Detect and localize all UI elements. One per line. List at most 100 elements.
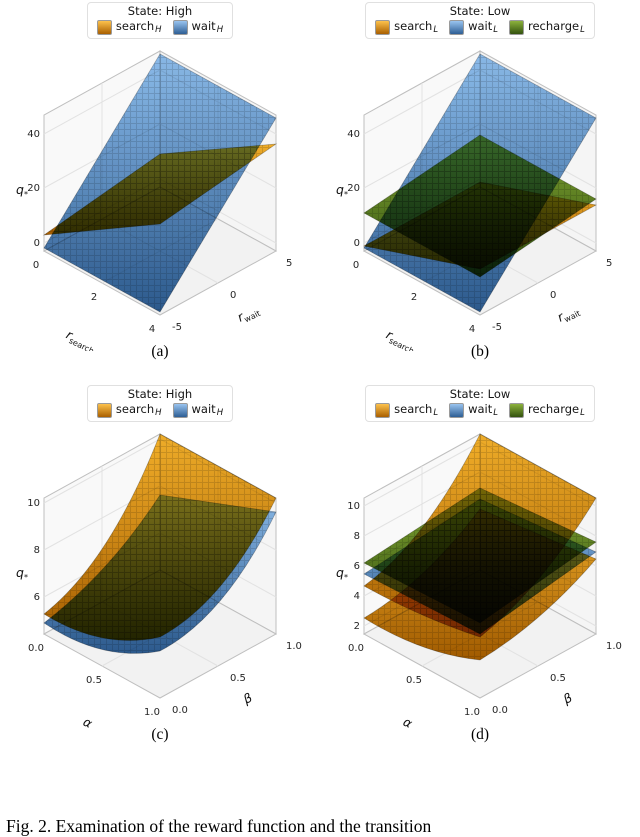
figure-2: State: High searchH waitH — [0, 2, 640, 744]
axis-labels: 10 8 6 0.0 0.5 1.0 0.0 0.5 1.0 q* α β — [16, 498, 302, 731]
z-tick: 10 — [27, 498, 40, 509]
legend-b: State: Low searchL waitL rechargeL — [365, 2, 595, 39]
legend-swatch-recharge-icon — [509, 402, 524, 418]
z-axis-label: q* — [16, 565, 28, 582]
legend-label: searchL — [394, 19, 439, 35]
y-tick: 0.5 — [230, 673, 246, 684]
legend-items: searchH waitH — [96, 402, 224, 418]
subplot-a: State: High searchH waitH — [0, 2, 320, 361]
z-tick: 6 — [354, 561, 360, 572]
z-tick: 0 — [34, 238, 40, 249]
y-axis-label: β — [240, 690, 255, 707]
z-tick: 8 — [34, 545, 40, 556]
y-tick: 5 — [606, 258, 612, 269]
legend-item-wait: waitL — [449, 19, 498, 35]
x-tick: 0 — [353, 260, 359, 271]
legend-label: waitL — [468, 19, 498, 35]
legend-item-recharge: rechargeL — [509, 402, 585, 418]
x-tick: 1.0 — [464, 707, 480, 718]
legend-item-search: searchH — [96, 402, 162, 418]
x-tick: 0.0 — [28, 643, 44, 654]
legend-items: searchL waitL rechargeL — [375, 19, 585, 35]
y-tick: 0.0 — [172, 705, 188, 716]
legend-items: searchL waitL rechargeL — [375, 402, 585, 418]
legend-item-recharge: rechargeL — [509, 19, 585, 35]
z-tick: 10 — [347, 501, 360, 512]
y-tick: 0 — [230, 290, 236, 301]
y-tick: 0.5 — [550, 673, 566, 684]
legend-item-search: searchL — [375, 402, 438, 418]
y-axis-label: rwait — [555, 302, 582, 327]
z-axis-label: q* — [336, 565, 348, 582]
x-tick: 2 — [91, 292, 97, 303]
legend-swatch-search-icon — [375, 19, 391, 35]
legend-swatch-wait-icon — [449, 19, 465, 35]
legend-label: searchH — [115, 402, 162, 418]
legend-item-search: searchH — [96, 19, 162, 35]
legend-item-search: searchL — [375, 19, 438, 35]
legend-item-wait: waitH — [172, 19, 224, 35]
legend-swatch-recharge-icon — [509, 19, 524, 35]
x-tick: 2 — [411, 292, 417, 303]
y-tick: 1.0 — [286, 641, 302, 652]
z-tick: 6 — [34, 592, 40, 603]
legend-label: waitL — [468, 402, 498, 418]
plot-b-canvas: 40 20 0 0 2 4 -5 0 5 q* rsearch rwait — [336, 50, 612, 351]
legend-d: State: Low searchL waitL rechargeL — [365, 385, 595, 422]
z-axis-label: q* — [336, 182, 348, 199]
z-axis-label: q* — [16, 182, 28, 199]
legend-c: State: High searchH waitH — [86, 385, 234, 422]
legend-label: searchH — [115, 19, 162, 35]
legend-swatch-search-icon — [96, 402, 112, 418]
x-axis-label: α — [401, 714, 416, 731]
plot-c-canvas: 10 8 6 0.0 0.5 1.0 0.0 0.5 1.0 q* α β — [16, 433, 302, 731]
x-tick: 0.5 — [406, 675, 422, 686]
legend-title: State: High — [127, 4, 193, 18]
sublabel-a: (a) — [151, 343, 169, 360]
z-tick: 0 — [354, 238, 360, 249]
sublabel-c: (c) — [151, 726, 169, 743]
x-axis-label: α — [81, 714, 96, 731]
y-tick: 5 — [286, 258, 292, 269]
legend-title: State: Low — [449, 387, 511, 401]
x-tick: 0.5 — [86, 675, 102, 686]
x-tick: 4 — [149, 324, 155, 335]
y-axis-label: β — [560, 690, 575, 707]
legend-label: rechargeL — [528, 402, 585, 418]
y-tick: 0.0 — [492, 705, 508, 716]
x-axis-label: rsearch — [63, 327, 99, 351]
z-tick: 20 — [27, 183, 40, 194]
x-axis-label: rsearch — [383, 327, 419, 351]
z-tick: 8 — [354, 531, 360, 542]
y-tick: 1.0 — [606, 641, 622, 652]
figure-caption: Fig. 2. Examination of the reward functi… — [6, 816, 432, 836]
legend-swatch-search-icon — [96, 19, 112, 35]
legend-swatch-wait-icon — [172, 19, 188, 35]
legend-swatch-wait-icon — [449, 402, 465, 418]
legend-label: waitH — [191, 19, 224, 35]
legend-item-wait: waitL — [449, 402, 498, 418]
x-tick: 0 — [33, 260, 39, 271]
legend-label: searchL — [394, 402, 439, 418]
z-tick: 20 — [347, 183, 360, 194]
legend-item-wait: waitH — [172, 402, 224, 418]
sublabel-d: (d) — [470, 726, 490, 743]
x-tick: 1.0 — [144, 707, 160, 718]
legend-label: waitH — [191, 402, 224, 418]
y-tick: -5 — [172, 322, 182, 333]
z-tick: 40 — [347, 129, 360, 140]
y-axis-label: rwait — [235, 302, 262, 327]
plot-a-canvas: 40 20 0 0 2 4 -5 0 5 q* rsearch rwait — [16, 50, 292, 351]
z-tick: 2 — [354, 621, 360, 632]
y-tick: 0 — [550, 290, 556, 301]
legend-swatch-wait-icon — [172, 402, 188, 418]
legend-label: rechargeL — [528, 19, 585, 35]
plot-d-canvas: 10 8 6 4 2 0.0 0.5 1.0 0.0 0.5 1.0 q* α … — [336, 433, 622, 731]
y-tick: -5 — [492, 322, 502, 333]
legend-title: State: High — [127, 387, 193, 401]
z-tick: 40 — [27, 129, 40, 140]
axis-labels: 40 20 0 0 2 4 -5 0 5 q* rsearch rwait — [16, 129, 292, 351]
legend-a: State: High searchH waitH — [86, 2, 234, 39]
subplot-d: State: Low searchL waitL rechargeL — [320, 385, 640, 744]
x-tick: 4 — [469, 324, 475, 335]
